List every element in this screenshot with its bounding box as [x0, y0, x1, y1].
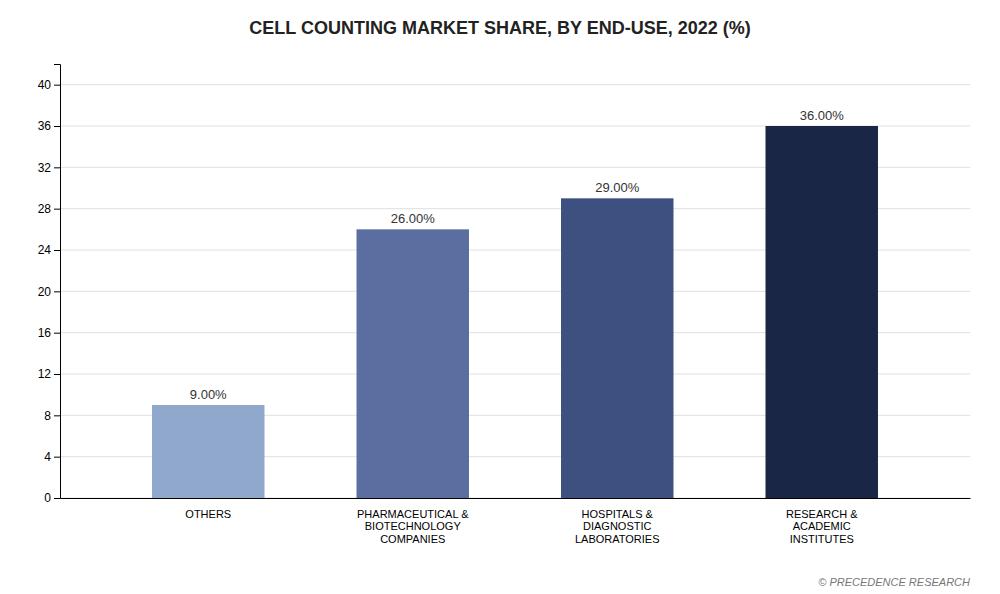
- tick-mark: [54, 498, 60, 499]
- tick-label-line: RESEARCH &: [786, 508, 858, 520]
- tick-mark: [54, 85, 60, 86]
- grid: [60, 85, 970, 498]
- tick-mark: [54, 415, 60, 416]
- tick-label: HOSPITALS &DIAGNOSTICLABORATORIES: [575, 508, 660, 545]
- tick: 24: [38, 243, 60, 257]
- tick: 16: [38, 326, 60, 340]
- tick-label-line: LABORATORIES: [575, 533, 660, 545]
- tick-mark: [54, 126, 60, 127]
- annotation: © PRECEDENCE RESEARCH: [818, 576, 970, 588]
- data-label: 29.00%: [595, 180, 640, 195]
- axis-line: [61, 498, 971, 499]
- chart: CELL COUNTING MARKET SHARE, BY END-USE, …: [0, 0, 1000, 594]
- tick-label-line: OTHERS: [185, 508, 231, 520]
- tick: 12: [38, 367, 60, 381]
- tick-mark: [54, 209, 60, 210]
- data-label: 36.00%: [800, 108, 845, 123]
- tick-label: 4: [44, 450, 51, 464]
- bar: [561, 198, 673, 498]
- bar: [357, 229, 469, 498]
- tick-mark: [54, 333, 60, 334]
- tick: PHARMACEUTICAL &BIOTECHNOLOGYCOMPANIES: [357, 508, 469, 545]
- plot: 9.00% 26.00% 29.00% 36.00% 0 4 8 12 16 20 24 28 32 36…: [38, 65, 971, 546]
- data-labels: 9.00% 26.00% 29.00% 36.00%: [190, 108, 844, 402]
- x-axis: OTHERS PHARMACEUTICAL &BIOTECHNOLOGYCOMPA…: [61, 499, 971, 546]
- tick-label: 24: [38, 243, 52, 257]
- tick: HOSPITALS &DIAGNOSTICLABORATORIES: [575, 508, 660, 545]
- tick-label-line: INSTITUTES: [790, 533, 854, 545]
- tick-label-line: COMPANIES: [380, 533, 445, 545]
- tick-label: 12: [38, 367, 52, 381]
- tick-label: 16: [38, 326, 52, 340]
- tick-mark: [54, 457, 60, 458]
- tick: 20: [38, 285, 60, 299]
- tick-mark: [54, 374, 60, 375]
- tick-label: PHARMACEUTICAL &BIOTECHNOLOGYCOMPANIES: [357, 508, 469, 545]
- bars: [152, 126, 878, 498]
- tick: 0: [44, 491, 60, 505]
- tick-label: 20: [38, 285, 52, 299]
- y-axis: 0 4 8 12 16 20 24 28 32 36 40: [38, 65, 61, 506]
- tick-label: 0: [44, 491, 51, 505]
- tick: 36: [38, 119, 60, 133]
- tick: RESEARCH &ACADEMICINSTITUTES: [786, 508, 858, 545]
- tick-label-line: DIAGNOSTIC: [583, 520, 652, 532]
- bar: [766, 126, 878, 498]
- data-label: 9.00%: [190, 387, 227, 402]
- tick-mark: [54, 291, 60, 292]
- tick: OTHERS: [185, 508, 231, 520]
- tick: 40: [38, 78, 60, 92]
- tick-label-line: ACADEMIC: [793, 520, 851, 532]
- tick: 28: [38, 202, 60, 216]
- tick: 32: [38, 161, 60, 175]
- tick: 8: [44, 409, 60, 423]
- title: CELL COUNTING MARKET SHARE, BY END-USE, …: [249, 18, 750, 38]
- tick-label: 28: [38, 202, 52, 216]
- tick-mark: [54, 250, 60, 251]
- tick-label-line: PHARMACEUTICAL &: [357, 508, 469, 520]
- tick-label-line: HOSPITALS &: [582, 508, 654, 520]
- tick-label-line: BIOTECHNOLOGY: [365, 520, 462, 532]
- axis-line: [54, 65, 61, 499]
- tick-label: RESEARCH &ACADEMICINSTITUTES: [786, 508, 858, 545]
- grid-line: [60, 84, 970, 85]
- bar: [152, 405, 264, 498]
- tick-label: 36: [38, 119, 52, 133]
- tick-label: 8: [44, 409, 51, 423]
- tick: 4: [44, 450, 60, 464]
- tick-label: 40: [38, 78, 52, 92]
- tick-label: 32: [38, 161, 52, 175]
- data-label: 26.00%: [391, 211, 436, 226]
- tick-mark: [54, 167, 60, 168]
- tick-label: OTHERS: [185, 508, 231, 520]
